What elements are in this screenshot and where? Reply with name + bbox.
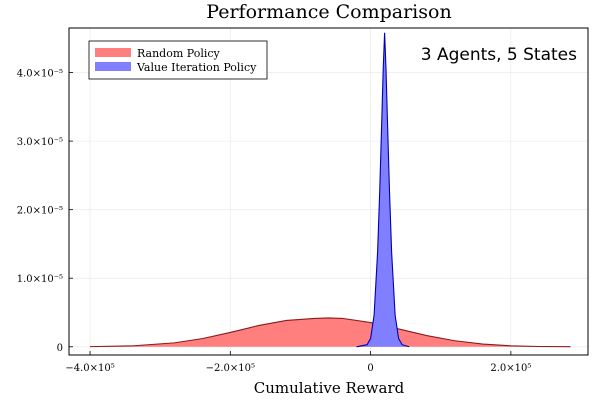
series-area-0 [90,317,571,347]
x-tick-label-2: 0 [367,363,373,374]
legend-label-value-iteration: Value Iteration Policy [136,61,257,74]
legend-swatch-random [95,48,131,57]
legend: Random Policy Value Iteration Policy [88,40,268,80]
x-tick-label-0: −4.0×10⁵ [65,363,114,374]
plot-frame [68,27,589,356]
x-tick-label-3: 2.0×10⁵ [490,363,531,374]
chart-annotation: 3 Agents, 5 States [421,45,577,65]
legend-box [88,40,268,80]
legend-swatch-value-iteration [95,62,131,71]
y-tick-label-0: 0 [57,343,63,354]
series-line-0 [90,317,571,348]
series-area-1 [356,32,410,347]
chart-title: Performance Comparison [206,1,451,23]
y-tick-label-2: 2.0×10⁻⁵ [17,206,63,217]
y-axis-ticks: 0 1.0×10⁻⁵ 2.0×10⁻⁵ 3.0×10⁻⁵ 4.0×10⁻⁵ [17,69,73,354]
x-tick-label-1: −2.0×10⁵ [206,363,255,374]
series-line-1 [356,32,410,348]
legend-label-random: Random Policy [137,47,221,60]
series-layer [90,32,571,348]
y-tick-label-4: 4.0×10⁻⁵ [17,69,63,80]
y-tick-label-3: 3.0×10⁻⁵ [17,137,63,148]
y-tick-label-1: 1.0×10⁻⁵ [17,274,63,285]
x-axis-ticks: −4.0×10⁵ −2.0×10⁵ 0 2.0×10⁵ [65,351,531,374]
x-axis-label: Cumulative Reward [254,379,405,397]
